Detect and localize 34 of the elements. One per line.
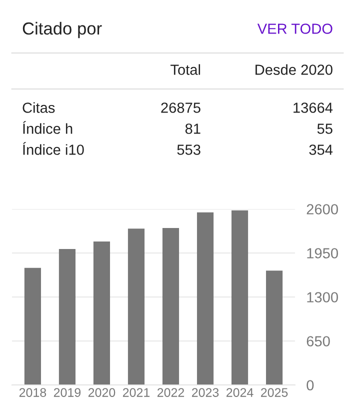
text: 55 (317, 124, 332, 134)
bar (93, 241, 110, 385)
y-tick-label: 0 (306, 380, 314, 390)
text: Citas (22, 102, 55, 113)
x-tick-label: 2018 (19, 388, 46, 397)
text: Citado por (22, 22, 102, 38)
text: Desde 2020 (256, 64, 332, 75)
bar (266, 270, 283, 385)
text: Total (170, 64, 200, 75)
x-tick-label: 2025 (261, 388, 288, 397)
text: 354 (309, 144, 333, 155)
y-tick-label: 1950 (307, 248, 338, 258)
x-tick-label: 2019 (54, 388, 81, 397)
bar (128, 228, 145, 385)
x-tick-label: 2021 (122, 388, 150, 397)
bar (196, 212, 214, 385)
text: Índice i10 (23, 142, 84, 155)
x-tick-label: 2023 (192, 388, 219, 397)
x-tick-label: 2020 (88, 388, 116, 397)
bar (24, 268, 41, 385)
y-tick-label: 2600 (306, 204, 338, 214)
x-tick-label: 2024 (226, 388, 254, 397)
y-tick-label: 1300 (307, 292, 338, 302)
text: 26875 (161, 102, 200, 113)
x-tick-label: 2022 (157, 388, 184, 397)
y-tick-label: 650 (306, 336, 330, 346)
bar (58, 248, 76, 385)
text: 13664 (294, 102, 333, 113)
text: 553 (177, 144, 200, 155)
text: Índice h (23, 121, 72, 134)
bar (232, 210, 248, 385)
text: VER TODO (257, 24, 332, 34)
bar (162, 228, 180, 385)
text: 81 (185, 124, 200, 134)
